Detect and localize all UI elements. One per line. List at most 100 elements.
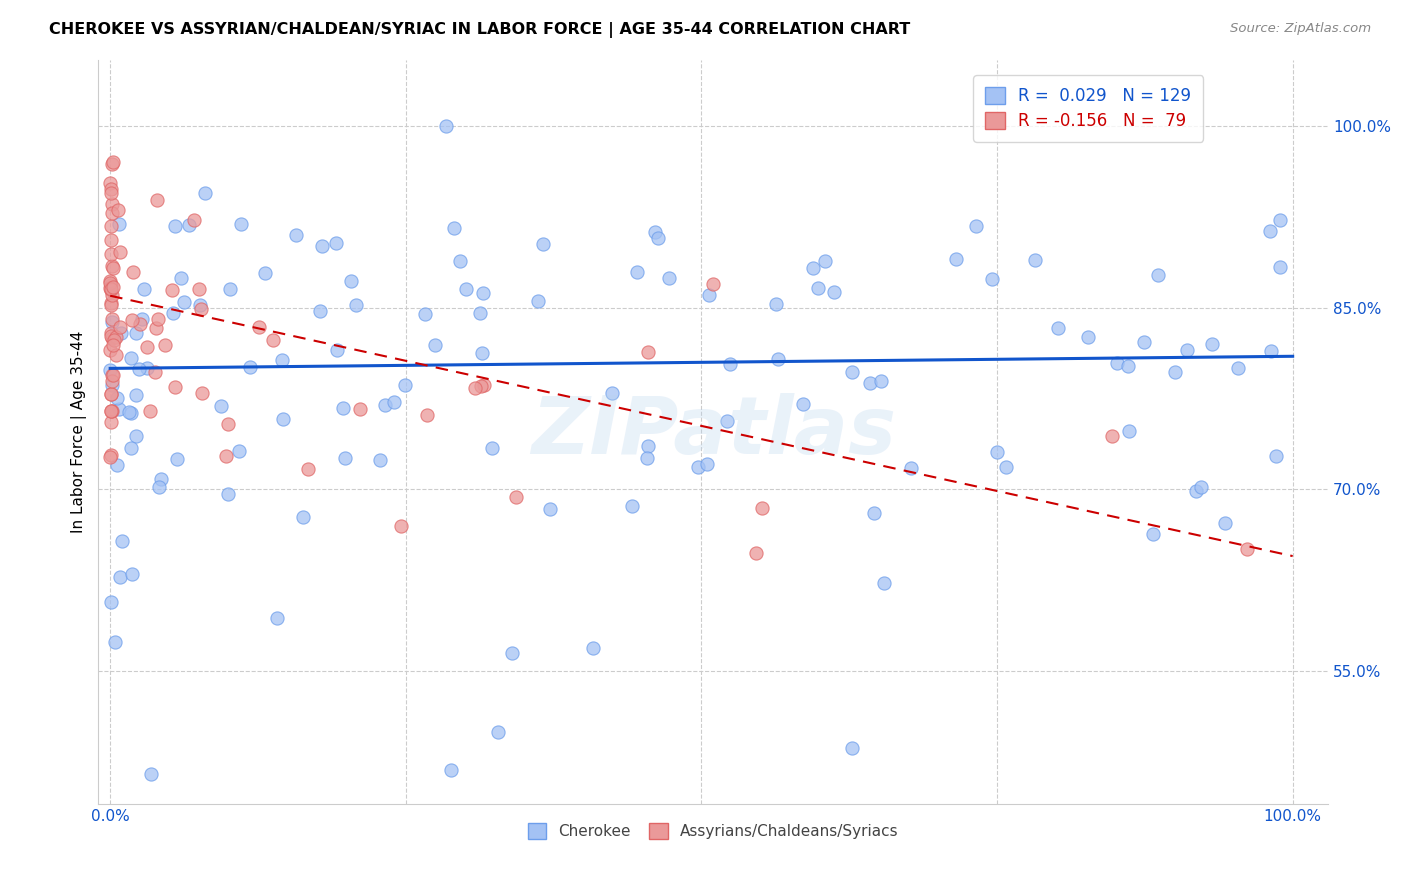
Point [107,202,129,217]
Point [1213,516,1236,530]
Point [100,182,122,196]
Point [531,236,554,251]
Point [101,338,124,352]
Point [472,377,495,392]
Point [100,296,122,310]
Point [382,394,405,409]
Point [481,441,503,455]
Point [1258,224,1281,238]
Point [394,378,416,392]
Point [100,281,122,295]
Point [986,444,1008,458]
Point [101,157,124,171]
Point [217,417,239,432]
Point [582,641,605,656]
Point [297,461,319,475]
Point [688,459,710,474]
Point [464,381,486,395]
Point [231,217,253,231]
Point [292,509,315,524]
Point [160,284,183,298]
Point [120,406,142,420]
Point [128,318,150,332]
Point [1133,334,1156,349]
Point [332,401,354,416]
Point [1260,344,1282,359]
Point [139,767,162,781]
Point [125,429,148,443]
Point [1270,260,1292,274]
Point [636,450,658,465]
Point [100,415,122,429]
Point [101,404,124,418]
Point [100,186,122,201]
Point [146,311,169,326]
Point [814,253,837,268]
Point [105,330,128,344]
Point [100,448,122,462]
Point [110,326,132,340]
Point [239,360,262,375]
Point [449,254,471,268]
Point [751,501,773,516]
Point [120,351,142,365]
Point [104,634,127,648]
Point [470,379,492,393]
Point [122,265,145,279]
Point [1164,366,1187,380]
Point [326,343,349,358]
Point [219,282,242,296]
Point [841,365,863,379]
Point [101,259,124,273]
Point [100,363,122,377]
Point [823,285,845,300]
Point [486,725,509,739]
Point [121,567,143,582]
Point [101,312,124,326]
Point [228,444,250,458]
Point [128,362,150,376]
Point [111,533,134,548]
Point [247,319,270,334]
Point [900,460,922,475]
Point [253,266,276,280]
Point [148,480,170,494]
Point [100,343,122,358]
Point [1077,330,1099,344]
Point [416,408,439,422]
Y-axis label: In Labor Force | Age 35-44: In Labor Force | Age 35-44 [72,331,87,533]
Point [100,206,122,220]
Point [188,282,211,296]
Point [1189,480,1212,494]
Point [136,339,159,353]
Point [103,368,125,383]
Point [100,277,122,292]
Point [162,306,184,320]
Point [100,247,122,261]
Point [1201,337,1223,351]
Point [100,298,122,312]
Point [434,119,457,133]
Text: CHEROKEE VS ASSYRIAN/CHALDEAN/SYRIAC IN LABOR FORCE | AGE 35-44 CORRELATION CHAR: CHEROKEE VS ASSYRIAN/CHALDEAN/SYRIAC IN … [49,22,911,38]
Point [98,176,121,190]
Point [538,502,561,516]
Point [696,457,718,471]
Point [98,450,121,465]
Point [100,404,122,418]
Point [270,353,292,368]
Point [644,225,666,239]
Point [146,193,169,207]
Point [107,217,129,231]
Point [859,376,882,390]
Point [101,368,124,382]
Point [1116,359,1139,373]
Point [1142,527,1164,541]
Point [697,288,720,302]
Point [105,348,128,362]
Point [101,315,124,329]
Point [183,213,205,227]
Point [1268,213,1291,227]
Point [145,320,167,334]
Point [191,385,214,400]
Text: ZIPatlas: ZIPatlas [530,393,896,471]
